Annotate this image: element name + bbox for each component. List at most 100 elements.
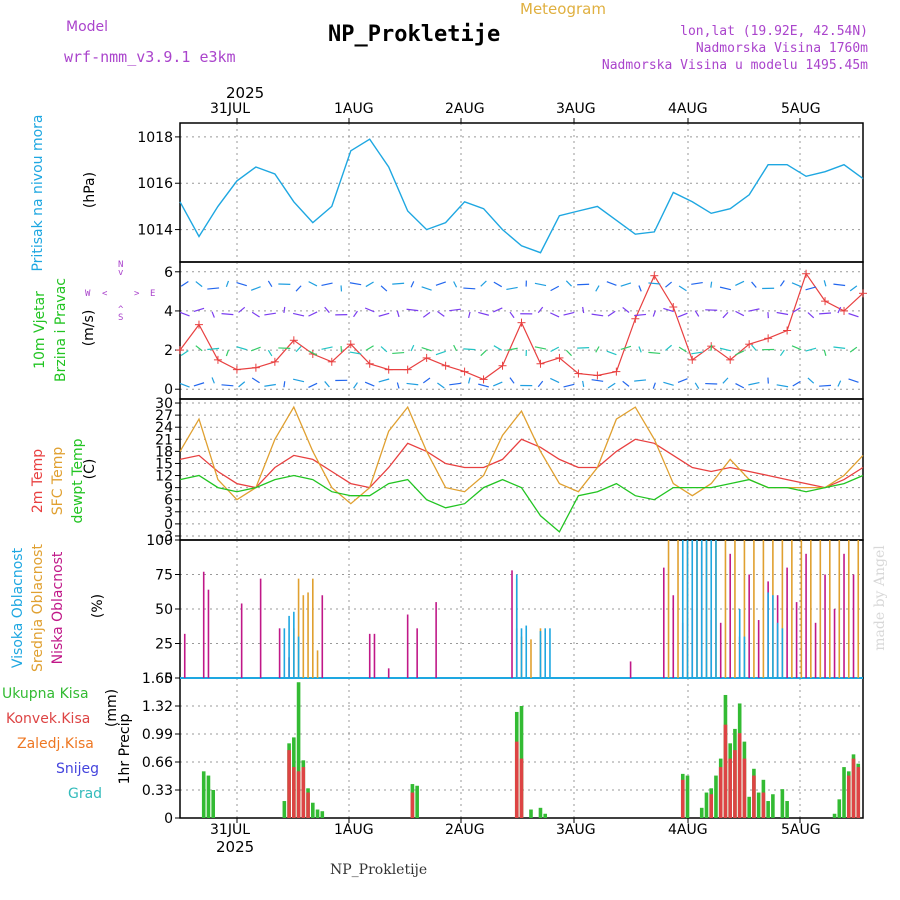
wind-unit: (m/s) [81,309,97,347]
precip-bar [292,767,296,818]
model-label: Model [66,19,109,35]
wind-direction-arrow [582,380,585,388]
wind-direction-arrow [449,308,461,312]
wind-direction-arrow [468,377,471,384]
wind-direction-arrow [211,311,215,318]
temp-unit: (C) [82,458,98,480]
precip-bar [837,799,842,818]
wind-direction-arrow [735,280,745,287]
wind-direction-arrow [648,282,661,285]
wind-direction-arrow [353,310,358,318]
wind-direction-arrow [225,280,230,288]
legend-convective-rain: Konvek.Kisa [6,711,91,727]
precip-bar [709,794,714,818]
precip-bar [514,741,519,818]
wind-direction-arrow [410,344,415,352]
wind-direction-arrow [710,281,713,288]
wind-direction-arrow [595,346,600,353]
wind-direction-arrow [665,281,673,288]
wind-direction-arrow [776,311,789,316]
precip-bar [771,794,775,818]
station-altitude: Nadmorska Visina 1760m [695,41,868,56]
wind-direction-arrow [563,383,575,388]
wind-direction-arrow [622,306,630,313]
precip-bar [529,809,533,818]
station-coords: lon,lat (19.92E, 42.54N) [680,24,868,39]
precip-bar [311,802,315,818]
precip-bar [723,724,728,818]
precip-bar [282,801,287,818]
wind-direction-arrow [848,312,859,318]
temp-line-1 [179,405,864,505]
footer-station: NP_Prokletije [330,862,428,878]
wind-direction-arrow [819,384,832,387]
legend-hail: Grad [68,786,103,802]
wind-direction-arrow [823,280,827,287]
wind-title: 10m Vjetar [32,291,48,369]
wind-direction-arrow [648,351,661,355]
y-tick-label: 6 [164,265,173,281]
wind-direction-arrow [324,381,330,388]
wind-direction-arrow [211,377,215,384]
wind-direction-arrow [534,282,547,287]
wind-direction-arrow [748,308,760,312]
wind-direction-arrow [264,383,276,387]
wind-direction-arrow [807,377,815,384]
precip-bar [315,809,320,818]
day-label-top: 5AUG [781,101,821,117]
wind-direction-arrow [267,349,273,357]
wind-direction-arrow [779,280,785,287]
precip-bar [306,792,310,818]
temp-line-0 [179,438,864,489]
wind-direction-arrow [550,377,560,384]
wind-direction-arrow [607,310,616,317]
wind-direction-arrow [735,310,745,317]
day-label-top: 1AUG [334,101,374,117]
precip-bar [766,801,770,818]
precip-bar [785,801,789,818]
panel-frame [179,261,864,400]
precip-bar [846,775,851,818]
wind-direction-arrow [480,349,487,357]
product-title: Meteogram [520,0,606,18]
wind-direction-arrow [550,346,560,353]
compass-arrow-up: ^ [118,305,124,315]
wind-direction-arrow [251,377,260,384]
wind-direction-arrow [607,382,616,389]
wind-direction-arrow [509,311,515,319]
wind-direction-arrow [493,281,503,288]
y-tick-label: 1.32 [142,699,173,715]
wind-direction-arrow [652,310,656,317]
wind-direction-arrow [380,285,388,292]
wind-direction-arrow [595,285,600,292]
wind-direction-arrow [221,384,234,387]
wind-direction-arrow [449,382,461,386]
compass-east: E [150,289,156,299]
y-tick-label: 1018 [137,130,173,146]
wind-direction-arrow [221,313,234,316]
wind-direction-arrow [807,312,815,319]
wind-direction-arrow [180,281,189,287]
wind-direction-arrow [321,282,333,286]
y-tick-label: 3 [164,505,173,521]
year-label-top: 2025 [226,84,265,102]
day-label-bottom: 4AUG [668,822,708,838]
y-tick-label: 18 [155,444,173,460]
wind-direction-arrow [606,281,617,286]
day-label-bottom: 1AUG [334,822,374,838]
wind-direction-arrow [478,383,490,388]
y-tick-label: 50 [155,602,173,618]
y-tick-label: 0.66 [142,755,173,771]
wind-direction-arrow [722,311,729,319]
wind-direction-arrow [565,349,572,357]
day-label-bottom: 2AUG [445,822,485,838]
compass-arrow-down: v [118,268,124,278]
wind-direction-arrow [321,346,333,350]
wind-direction-arrow [823,349,827,356]
wind-direction-arrow [691,281,703,285]
wind-direction-arrow [620,282,632,287]
precip-bar [780,789,785,818]
wind-direction-arrow [509,377,515,384]
wind-subtitle: Brzina i Pravac [53,278,69,382]
precip-bar [685,775,690,818]
